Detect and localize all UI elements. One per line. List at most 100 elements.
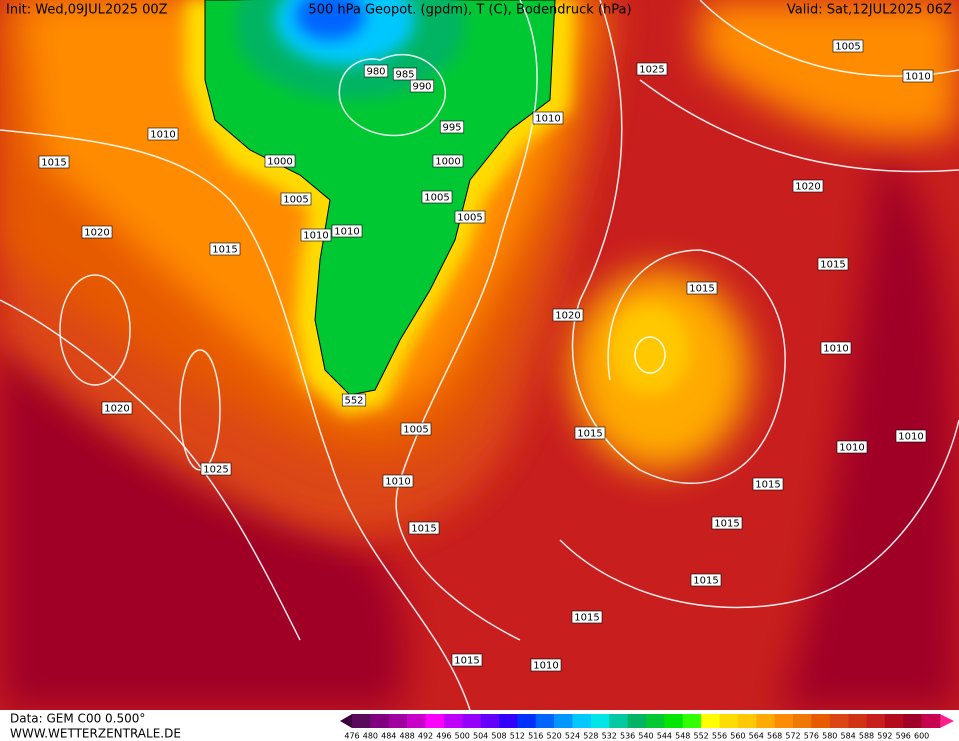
legend-label: 508 [491,732,506,741]
legend-swatch [535,714,555,728]
isobar-label-box [147,127,179,141]
legend-swatch [848,714,867,728]
isobar-label: 1015 [411,524,436,535]
legend-label: 540 [638,732,653,741]
isobar-label: 1015 [693,576,718,587]
site-url: WWW.WETTERZENTRALE.DE [10,727,181,741]
isobar-label: 1010 [150,130,175,141]
isobar-label-box [280,192,312,206]
isobar-label: 995 [442,123,461,134]
isobar-line [338,53,447,137]
legend-swatch [664,714,684,728]
isobar-label-box [451,653,483,667]
field-dark-red-west [0,340,405,710]
field-dark-red-east [780,150,959,710]
isobar-label: 1015 [41,158,66,169]
legend-label: 536 [620,732,635,741]
isobar-label: 1010 [385,477,410,488]
legend-label: 548 [675,732,690,741]
legend-label: 576 [804,732,819,741]
legend-swatch [590,714,610,728]
isobar-label-box [81,225,113,239]
legend-label: 532 [602,732,617,741]
isobar-label-box [382,474,414,488]
legend-swatch [499,714,518,728]
isobar-label-box [331,224,363,238]
isobar-label-box [363,64,389,78]
legend-swatch [682,714,702,728]
legend-swatch [903,714,922,728]
legend-swatch [774,714,794,728]
legend-swatch [517,714,537,728]
isobar-label: 1010 [334,227,359,238]
isobar-label-box [101,401,133,415]
isobar-label-box [574,426,606,440]
isobar-line [179,349,221,471]
isobar-label-box [752,477,784,491]
isobar-label: 1010 [905,72,930,83]
legend-label: 584 [840,732,855,741]
legend-label: 524 [565,732,580,741]
isobar-label-box [38,155,70,169]
legend-swatch [627,714,647,728]
isobar-label: 1010 [898,432,923,443]
isobar-label-box [432,154,464,168]
legend-label: 552 [693,732,708,741]
legend-label: 572 [785,732,800,741]
legend-swatch [480,714,500,728]
map-title: 500 hPa Geopot. (gpdm), T (C), Bodendruc… [308,3,631,18]
legend-arrow-right [940,714,954,728]
color-legend: 476 480 484 488 492 496 500 504 508 512 516 520 524 5… [340,714,954,741]
isobar-label: 1025 [203,465,228,476]
valid-time: Valid: Sat,12JUL2025 06Z [787,3,952,18]
legend-swatch [756,714,775,728]
isobar-label: 1015 [689,284,714,295]
isobar-label: 1015 [454,656,479,667]
legend-arrow-left [340,714,352,728]
isobar-label: 1005 [283,195,308,206]
isobar-label: 1020 [84,228,109,239]
isobar-label-box [895,429,927,443]
isobar-label-box [392,67,418,81]
data-source: Data: GEM C00 0.500° [10,712,145,726]
isobar-line [0,129,471,710]
field-blue [295,0,365,40]
legend-label: 528 [583,732,598,741]
isobar-label-box [690,573,722,587]
isobar-label: 1015 [714,519,739,530]
isobar-label: 1020 [104,404,129,415]
legend-swatch [554,714,573,728]
legend-label: 496 [436,732,451,741]
legend-swatch [572,714,592,728]
isobar-line [634,336,666,374]
isobar-label-box [686,281,718,295]
isobar-line [639,79,959,173]
legend-label: 500 [455,732,470,741]
legend-swatch [352,714,371,728]
isobar-label: 1020 [795,182,820,193]
isobar-label: 1005 [403,425,428,436]
isobar-label: 1005 [457,213,482,224]
isobar-label-box [200,462,232,476]
legend-swatch [884,714,904,728]
isobar-label: 980 [366,67,385,78]
legend-swatch [921,714,941,728]
isobar-label: 1020 [555,311,580,322]
legend-swatch [866,714,886,728]
isobar-label: 1015 [820,260,845,271]
legend-label: 568 [767,732,782,741]
isobar-label: 990 [412,82,431,93]
legend-swatch [719,714,739,728]
legend-label: 484 [381,732,396,741]
field-warm-core [610,305,690,395]
legend-swatch [609,714,628,728]
isobar-label-box [552,308,584,322]
legend-swatch [829,714,849,728]
legend-label: 516 [528,732,543,741]
isobar-line [559,419,959,609]
legend-swatch [701,714,720,728]
isobar-label: 1005 [424,193,449,204]
